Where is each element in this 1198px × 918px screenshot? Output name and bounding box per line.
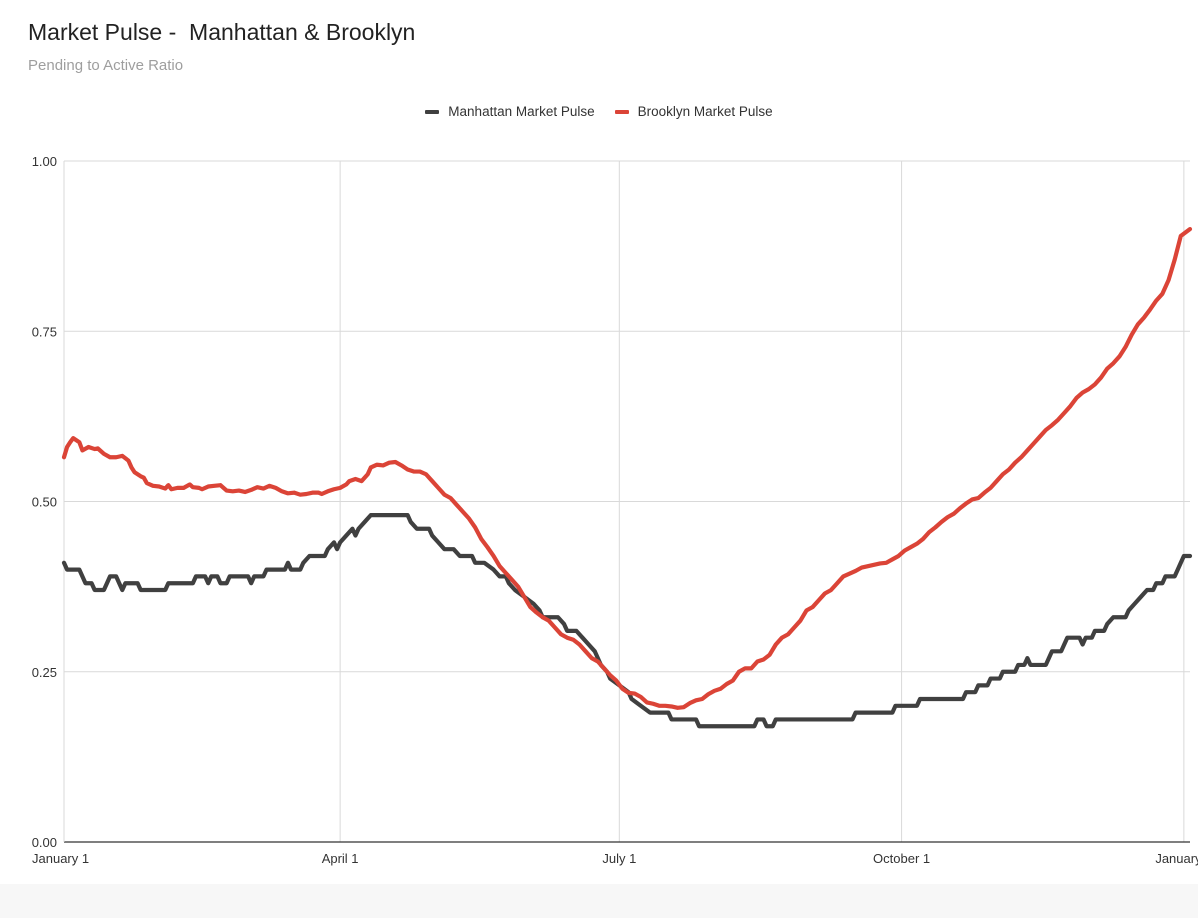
y-tick-label: 1.00 [32, 154, 57, 169]
chart-title: Market Pulse - Manhattan & Brooklyn [28, 19, 416, 45]
x-tick-label: October 1 [873, 851, 930, 866]
legend-item-brooklyn[interactable]: Brooklyn Market Pulse [614, 104, 773, 119]
legend-swatch-brooklyn [614, 109, 629, 114]
legend-label-brooklyn: Brooklyn Market Pulse [637, 104, 773, 119]
legend-item-manhattan[interactable]: Manhattan Market Pulse [425, 104, 595, 119]
x-tick-label: July 1 [602, 851, 636, 866]
y-tick-label: 0.25 [32, 665, 57, 680]
legend-label-manhattan: Manhattan Market Pulse [448, 104, 595, 119]
legend: Manhattan Market Pulse Brooklyn Market P… [0, 104, 1198, 119]
chart-subtitle: Pending to Active Ratio [28, 57, 184, 74]
footer-bar [0, 884, 1198, 918]
x-tick-label: April 1 [322, 851, 359, 866]
y-tick-label: 0.50 [32, 495, 57, 510]
legend-swatch-manhattan [425, 109, 440, 114]
x-tick-label: January 1 [1155, 851, 1198, 866]
x-tick-label: January 1 [32, 851, 89, 866]
y-tick-label: 0.75 [32, 324, 57, 339]
series-line-brooklyn [61, 227, 1193, 710]
y-tick-label: 0.00 [32, 835, 57, 850]
series-line-manhattan [61, 513, 1193, 729]
